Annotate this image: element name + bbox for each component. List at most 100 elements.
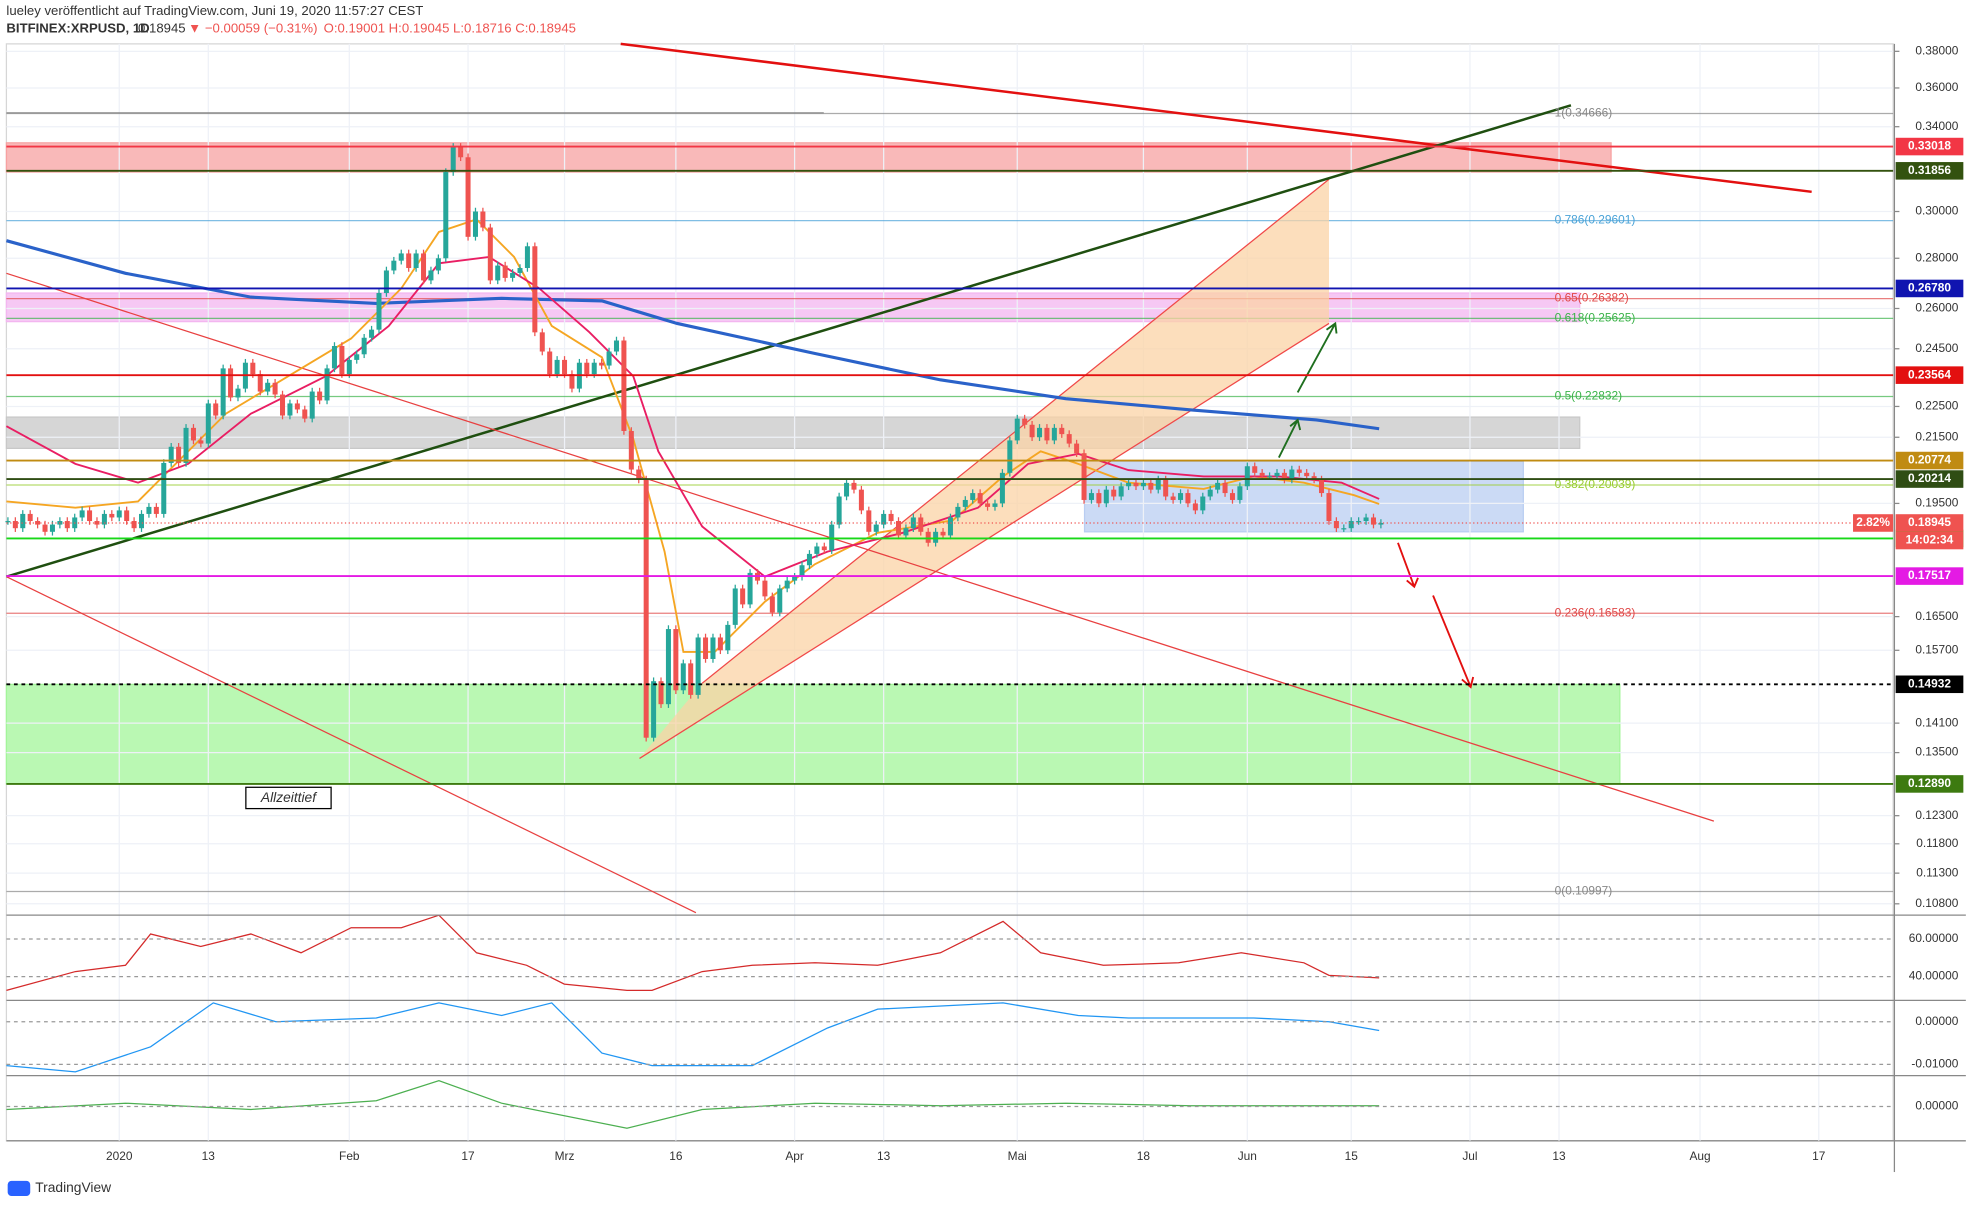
candle bbox=[465, 157, 471, 237]
candle bbox=[235, 388, 241, 398]
candle bbox=[1118, 486, 1124, 497]
candle bbox=[383, 270, 389, 294]
candle bbox=[450, 146, 456, 173]
candle bbox=[747, 572, 753, 605]
candle bbox=[1051, 427, 1057, 441]
candle bbox=[643, 479, 649, 738]
level-tag: 0.12890 bbox=[1908, 776, 1951, 790]
channel-lower bbox=[639, 322, 1330, 759]
x-tick-label: Feb bbox=[339, 1149, 360, 1163]
y-tick-label: 0.16500 bbox=[1915, 609, 1958, 623]
candle bbox=[198, 440, 204, 444]
candle bbox=[599, 362, 605, 366]
zone bbox=[5, 416, 1581, 450]
candle bbox=[762, 580, 768, 597]
x-tick-label: 2020 bbox=[106, 1149, 133, 1163]
x-tick-label: Mai bbox=[1008, 1149, 1027, 1163]
level-tag: 0.20774 bbox=[1908, 453, 1951, 467]
candle bbox=[1363, 517, 1369, 522]
candle bbox=[12, 521, 18, 529]
candle bbox=[1289, 469, 1295, 480]
candle bbox=[331, 345, 337, 369]
level-tag-bg bbox=[1895, 279, 1964, 298]
fib-label: 0.618(0.25625) bbox=[1555, 310, 1636, 324]
candle bbox=[769, 596, 775, 613]
fib-label: 1(0.34666) bbox=[1555, 106, 1613, 120]
candle bbox=[977, 493, 983, 504]
change: ▼ −0.00059 (−0.31%) bbox=[188, 20, 317, 35]
candle bbox=[539, 332, 545, 352]
candle bbox=[844, 482, 850, 497]
candle bbox=[888, 513, 894, 522]
level-tag: 0.20214 bbox=[1908, 471, 1951, 485]
level-tag: 0.23564 bbox=[1908, 367, 1951, 381]
candle bbox=[688, 663, 694, 695]
candle bbox=[87, 510, 93, 522]
candle bbox=[524, 246, 530, 269]
candle bbox=[116, 510, 122, 518]
candle bbox=[265, 382, 271, 392]
candle bbox=[569, 374, 575, 389]
current-price-tag-bg bbox=[1895, 514, 1964, 532]
candle bbox=[1163, 479, 1169, 497]
candle bbox=[1348, 521, 1354, 529]
candle bbox=[213, 403, 219, 416]
fib-label: 0.382(0.20039) bbox=[1555, 477, 1636, 491]
candle bbox=[1096, 493, 1102, 504]
trend-line bbox=[6, 576, 697, 914]
candle bbox=[1022, 418, 1028, 425]
candle bbox=[109, 513, 115, 518]
candle bbox=[20, 513, 26, 529]
candle bbox=[955, 506, 961, 518]
candle bbox=[554, 359, 560, 375]
candle bbox=[79, 510, 85, 518]
level-tag: 0.26780 bbox=[1908, 281, 1951, 295]
candle bbox=[369, 329, 375, 338]
candle bbox=[1037, 427, 1043, 438]
candle bbox=[272, 382, 278, 395]
x-tick-label: Mrz bbox=[555, 1149, 575, 1163]
candle bbox=[428, 270, 434, 281]
candle bbox=[1185, 493, 1191, 504]
level-tag-bg bbox=[1895, 567, 1964, 585]
x-tick-label: 17 bbox=[1812, 1149, 1826, 1163]
y-tick-label: 0.15700 bbox=[1915, 642, 1958, 656]
candle bbox=[42, 524, 48, 532]
candle bbox=[1126, 482, 1132, 487]
level-tag-bg bbox=[1895, 451, 1964, 470]
x-tick-label: 13 bbox=[1552, 1149, 1566, 1163]
candle bbox=[153, 506, 159, 514]
candle bbox=[495, 265, 501, 281]
oscillator-line bbox=[6, 1079, 1380, 1129]
candle bbox=[562, 359, 568, 375]
countdown-tag: 14:02:34 bbox=[1906, 533, 1954, 547]
candle bbox=[710, 637, 716, 659]
candle bbox=[472, 211, 478, 237]
candle bbox=[621, 340, 627, 431]
zone bbox=[5, 683, 1621, 785]
candle bbox=[1029, 424, 1035, 438]
candle bbox=[376, 293, 382, 330]
fib-label: 0(0.10997) bbox=[1555, 884, 1613, 898]
y-tick-label: 0.30000 bbox=[1915, 204, 1958, 218]
candle bbox=[458, 146, 464, 158]
candle bbox=[205, 403, 211, 444]
annotation: Allzeittief bbox=[260, 790, 318, 805]
level-tag-bg bbox=[1895, 470, 1964, 488]
candle bbox=[680, 663, 686, 691]
candle bbox=[398, 253, 404, 261]
y-tick-label: 0.36000 bbox=[1915, 80, 1958, 94]
y-tick-label: 0.28000 bbox=[1915, 250, 1958, 264]
macd-line bbox=[6, 1002, 1380, 1073]
candle bbox=[131, 521, 137, 529]
candle bbox=[27, 513, 33, 522]
candle bbox=[168, 446, 174, 463]
candle bbox=[1252, 466, 1258, 473]
candle bbox=[1326, 493, 1332, 522]
candle bbox=[1170, 496, 1176, 500]
candle bbox=[339, 345, 345, 375]
candle bbox=[1333, 521, 1339, 529]
y-tick-label: 0.26000 bbox=[1915, 301, 1958, 315]
